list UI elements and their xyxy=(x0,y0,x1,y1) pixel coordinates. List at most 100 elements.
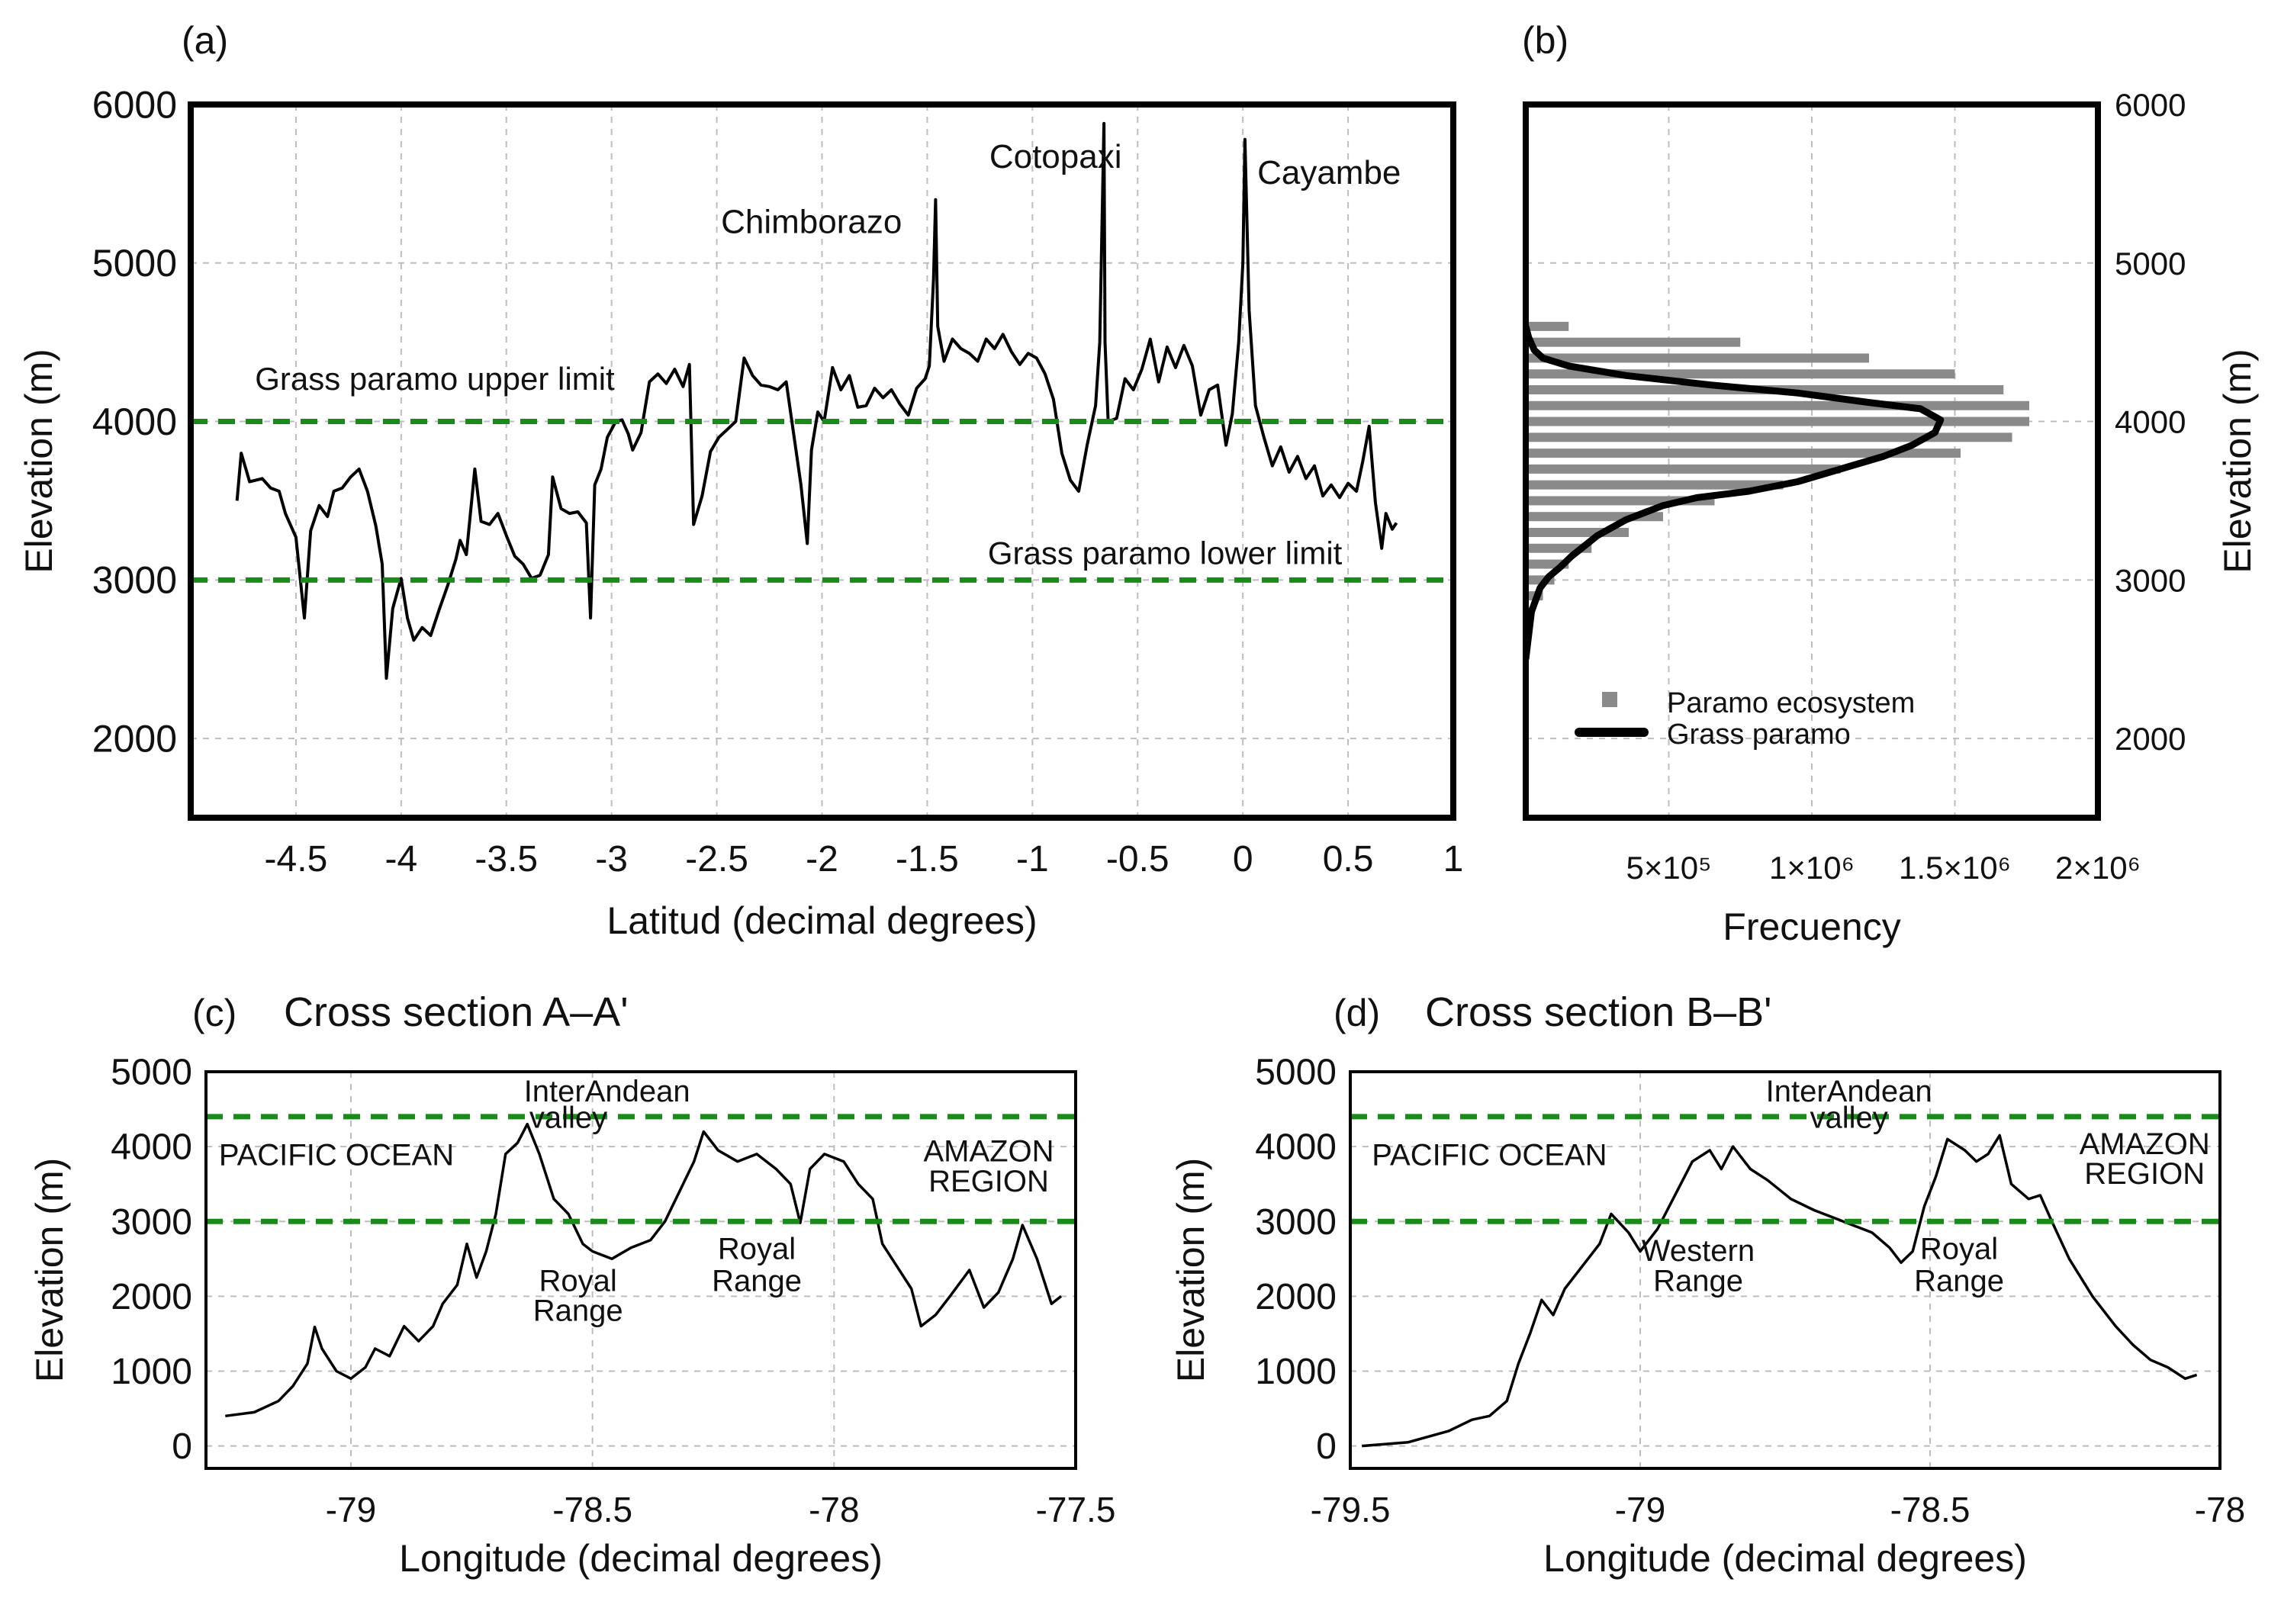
x-tick-label: -79 xyxy=(326,1490,376,1529)
chart-panel-b: (b) 5×10⁵ 1×10⁶ 1.5×10⁶ 2×10⁶ 2000 3000 4000 500… xyxy=(1522,19,2259,948)
y-tick-label: 1000 xyxy=(1255,1352,1337,1392)
x-tick-label: -3.5 xyxy=(475,839,538,880)
x-tick-label: -1 xyxy=(1016,839,1049,880)
annotation: REGION xyxy=(928,1165,1049,1198)
y-tick-label: 3000 xyxy=(92,559,177,602)
histogram-bar xyxy=(1526,433,2012,442)
x-tick-label: 1×10⁶ xyxy=(1769,850,1855,886)
histogram-bar xyxy=(1526,337,1741,347)
plot-area xyxy=(1350,1114,2220,1448)
y-tick-label: 2000 xyxy=(2115,721,2186,757)
y-tick-label: 0 xyxy=(172,1426,192,1467)
y-tick-label: 4000 xyxy=(111,1127,192,1168)
legend-label: Grass paramo xyxy=(1667,719,1851,751)
annotation: valley xyxy=(1810,1101,1887,1135)
annotation: Royal xyxy=(539,1264,617,1298)
y-tick-label: 2000 xyxy=(92,717,177,760)
x-axis-label: Longitude (decimal degrees) xyxy=(1543,1537,2027,1580)
y-tick-label: 4000 xyxy=(92,400,177,443)
histogram-bar xyxy=(1526,449,1961,458)
plot-frame xyxy=(1523,101,2101,821)
y-tick-label: 3000 xyxy=(111,1202,192,1243)
x-tick-label: 5×10⁵ xyxy=(1626,850,1711,886)
y-axis-label: Elevation (m) xyxy=(18,349,60,574)
x-tick-label: 0.5 xyxy=(1323,839,1374,880)
x-tick-label: -3 xyxy=(595,839,628,880)
annotation: Cayambe xyxy=(1257,154,1401,191)
y-tick-label: 4000 xyxy=(2115,404,2186,440)
annotation: AMAZON xyxy=(2080,1127,2210,1161)
legend-swatch-paramo xyxy=(1602,692,1617,707)
y-tick-label: 3000 xyxy=(2115,562,2186,598)
chart-panel-d: (d) Cross section B–B' -79.5 -79 -78.5 -78 0 10… xyxy=(1169,989,2245,1580)
histogram-bar xyxy=(1526,400,2029,410)
plot-frame xyxy=(1349,1070,2221,1470)
x-tick-label: -78 xyxy=(809,1490,859,1529)
annotation: Cotopaxi xyxy=(989,138,1122,175)
y-tick-label: 3000 xyxy=(1255,1202,1337,1243)
x-tick-label: 1.5×10⁶ xyxy=(1899,850,2011,886)
x-tick-label: -78.5 xyxy=(1890,1490,1971,1529)
y-axis-label: Elevation (m) xyxy=(1169,1158,1212,1383)
x-tick-label: -2.5 xyxy=(685,839,748,880)
panel-label: (a) xyxy=(182,19,228,62)
chart-panel-a: (a) -4.5 -4 -3.5 -3 -2.5 -2 -1.5 -1 -0.5 0 0.5 1 2000… xyxy=(18,19,1463,942)
annotation: Range xyxy=(712,1264,802,1298)
series-line xyxy=(1362,1134,2198,1448)
x-tick-label: -77.5 xyxy=(1036,1490,1116,1529)
y-tick-label: 5000 xyxy=(92,242,177,285)
y-tick-label: 5000 xyxy=(111,1053,192,1093)
series-line xyxy=(225,1122,1063,1418)
y-axis-label: Elevation (m) xyxy=(2216,349,2259,574)
y-tick-label: 5000 xyxy=(1255,1053,1337,1093)
plot-area xyxy=(1526,321,2029,660)
annotation: REGION xyxy=(2084,1157,2205,1191)
x-tick-label: -78 xyxy=(2195,1490,2245,1529)
x-tick-label: -1.5 xyxy=(896,839,959,880)
x-tick-label: 0 xyxy=(1233,839,1253,880)
grid-lines xyxy=(206,1072,1076,1468)
y-tick-label: 4000 xyxy=(1255,1127,1337,1168)
x-tick-label: -4.5 xyxy=(265,839,328,880)
y-tick-label: 2000 xyxy=(1255,1277,1337,1317)
annotation: InterAndean xyxy=(1766,1075,1932,1108)
x-tick-label: -79 xyxy=(1615,1490,1665,1529)
x-tick-label: 2×10⁶ xyxy=(2055,850,2141,886)
annotation: InterAndean xyxy=(524,1075,690,1108)
annotation: Chimborazo xyxy=(721,203,902,240)
y-tick-label: 6000 xyxy=(92,83,177,126)
histogram-bar xyxy=(1526,416,2029,426)
y-axis-label: Elevation (m) xyxy=(28,1158,71,1383)
annotation: AMAZON xyxy=(923,1135,1054,1169)
annotation: PACIFIC OCEAN xyxy=(1372,1139,1607,1172)
y-tick-label: 2000 xyxy=(111,1277,192,1317)
annotation: PACIFIC OCEAN xyxy=(219,1139,454,1172)
y-tick-label: 6000 xyxy=(2115,87,2186,123)
x-tick-label: 1 xyxy=(1443,839,1464,880)
x-tick-label: -79.5 xyxy=(1311,1490,1391,1529)
histogram-bar xyxy=(1526,480,1784,490)
annotation: Grass paramo upper limit xyxy=(255,361,615,397)
annotation: Western xyxy=(1642,1234,1755,1268)
plot-area xyxy=(206,1114,1076,1418)
plot-area xyxy=(191,121,1453,680)
annotation: Range xyxy=(1653,1264,1743,1298)
chart-panel-c: (c) Cross section A–A' -79 -78.5 -78 -77.5 0 10… xyxy=(28,989,1115,1580)
panel-title: Cross section A–A' xyxy=(284,989,629,1035)
plot-frame xyxy=(204,1070,1077,1470)
legend-label: Paramo ecosystem xyxy=(1667,687,1915,719)
panel-title: Cross section B–B' xyxy=(1425,989,1772,1035)
panel-label: (c) xyxy=(192,992,236,1034)
annotation: Grass paramo lower limit xyxy=(988,535,1343,571)
x-tick-label: -2 xyxy=(806,839,838,880)
x-axis-label: Frecuency xyxy=(1723,905,1900,948)
y-tick-label: 0 xyxy=(1316,1426,1337,1467)
annotation: Range xyxy=(1914,1264,2004,1298)
y-tick-label: 5000 xyxy=(2115,246,2186,281)
x-tick-label: -0.5 xyxy=(1106,839,1169,880)
x-tick-label: -4 xyxy=(384,839,417,880)
y-tick-label: 1000 xyxy=(111,1352,192,1392)
panel-label: (d) xyxy=(1334,992,1380,1034)
